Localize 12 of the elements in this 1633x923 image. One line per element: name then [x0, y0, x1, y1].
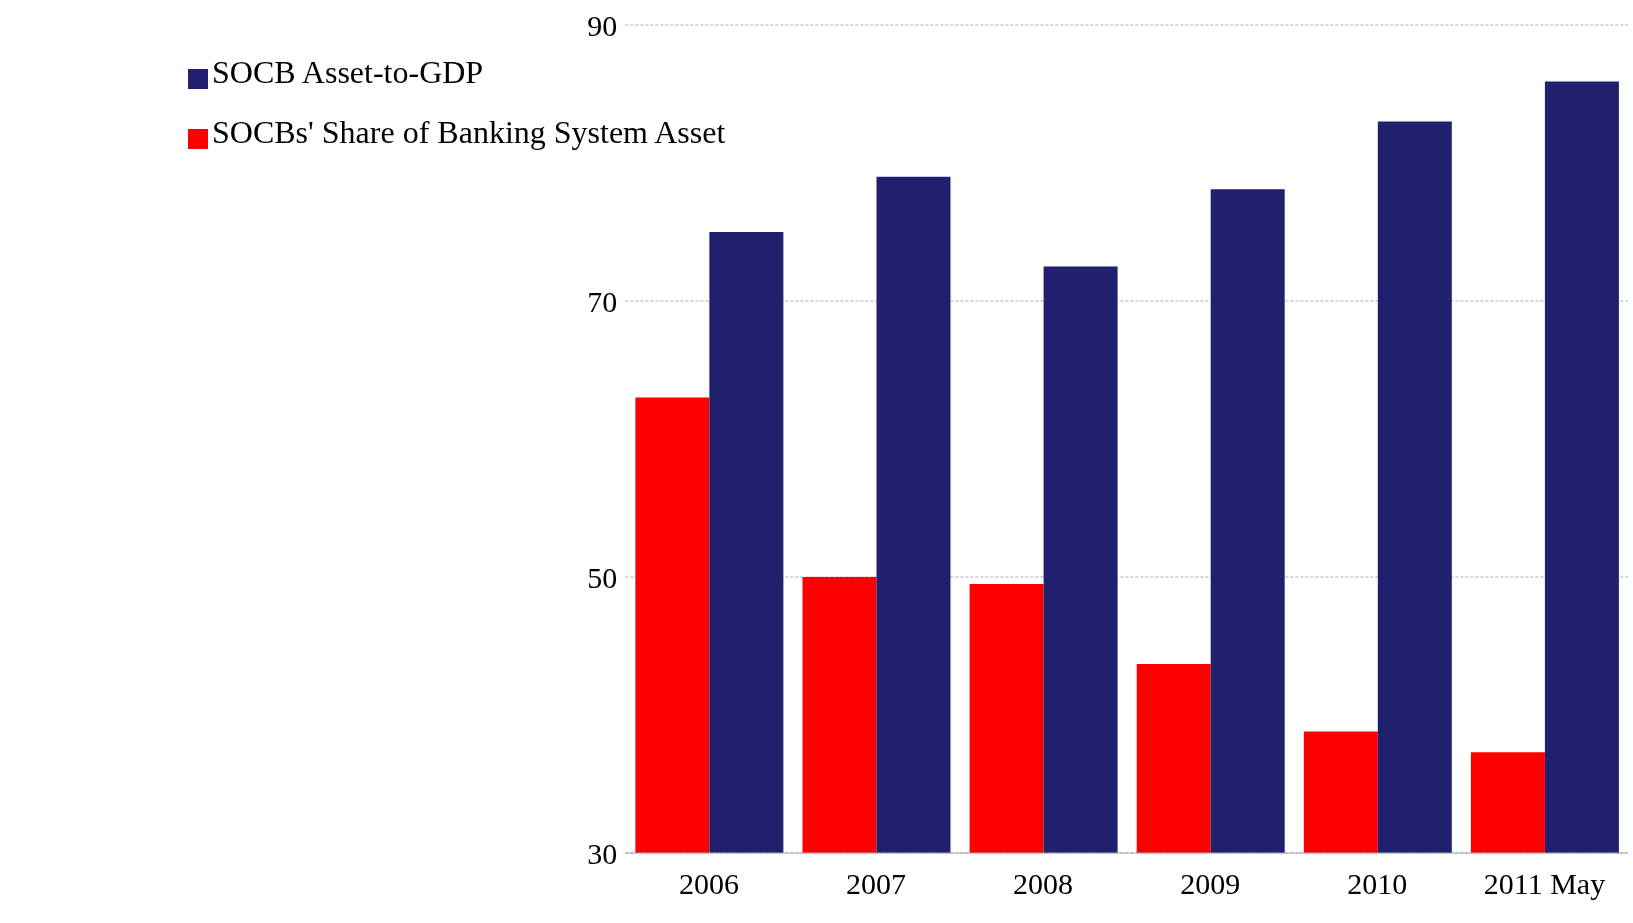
y-tick-label: 70	[587, 284, 618, 318]
x-tick-label: 2007	[846, 867, 907, 901]
legend-label: SOCB Asset-to-GDP	[212, 54, 484, 90]
x-tick-label: 2006	[678, 867, 739, 901]
legend-label: SOCBs' Share of Banking System Asset	[212, 114, 726, 150]
x-tick-label: 2011 May	[1483, 867, 1606, 901]
y-tick-label: 30	[587, 836, 618, 870]
y-tick-label: 90	[587, 8, 618, 42]
x-tick-label: 2009	[1180, 867, 1241, 901]
y-tick-label: 50	[587, 560, 618, 594]
x-tick-label: 2010	[1347, 867, 1408, 901]
x-tick-label: 2008	[1013, 867, 1074, 901]
